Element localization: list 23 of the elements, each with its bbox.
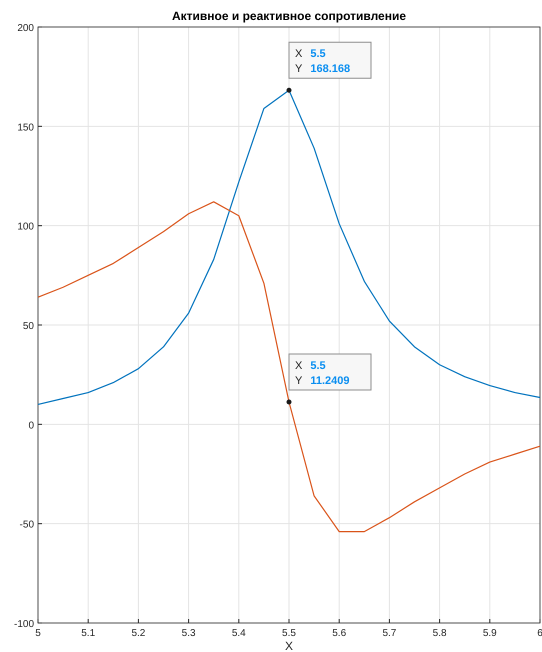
x-tick-label: 5.1: [81, 628, 96, 639]
x-tick-label: 5.3: [182, 628, 196, 639]
y-tick-label: -50: [20, 520, 34, 531]
y-tick-label: 150: [17, 122, 34, 134]
chart-title: Активное и реактивное сопротивление: [172, 9, 406, 23]
x-tick-label: 5.2: [131, 628, 146, 639]
y-tick-label: 200: [17, 23, 34, 34]
x-tick-label: 5.7: [382, 628, 397, 639]
y-tick-label: -100: [14, 619, 34, 630]
annotation: X 5.5 Y 168.168: [295, 48, 350, 76]
x-tick-label: 5.4: [232, 628, 246, 639]
x-tick-label: 5: [35, 628, 42, 639]
y-tick-label: 50: [22, 321, 34, 332]
x-tick-label: 5.8: [432, 628, 447, 639]
line-series: [37, 201, 541, 532]
x-tick-label: 5.6: [332, 628, 347, 639]
y-tick-label: 100: [17, 222, 34, 233]
x-tick-label: 5.5: [282, 628, 296, 639]
x-axis-title: X: [284, 639, 294, 652]
x-tick-label: 6: [537, 628, 542, 639]
y-tick-label: 0: [28, 420, 34, 432]
annotation: X 5.5 Y 11.2409: [295, 360, 350, 387]
x-tick-label: 5.9: [482, 628, 498, 639]
